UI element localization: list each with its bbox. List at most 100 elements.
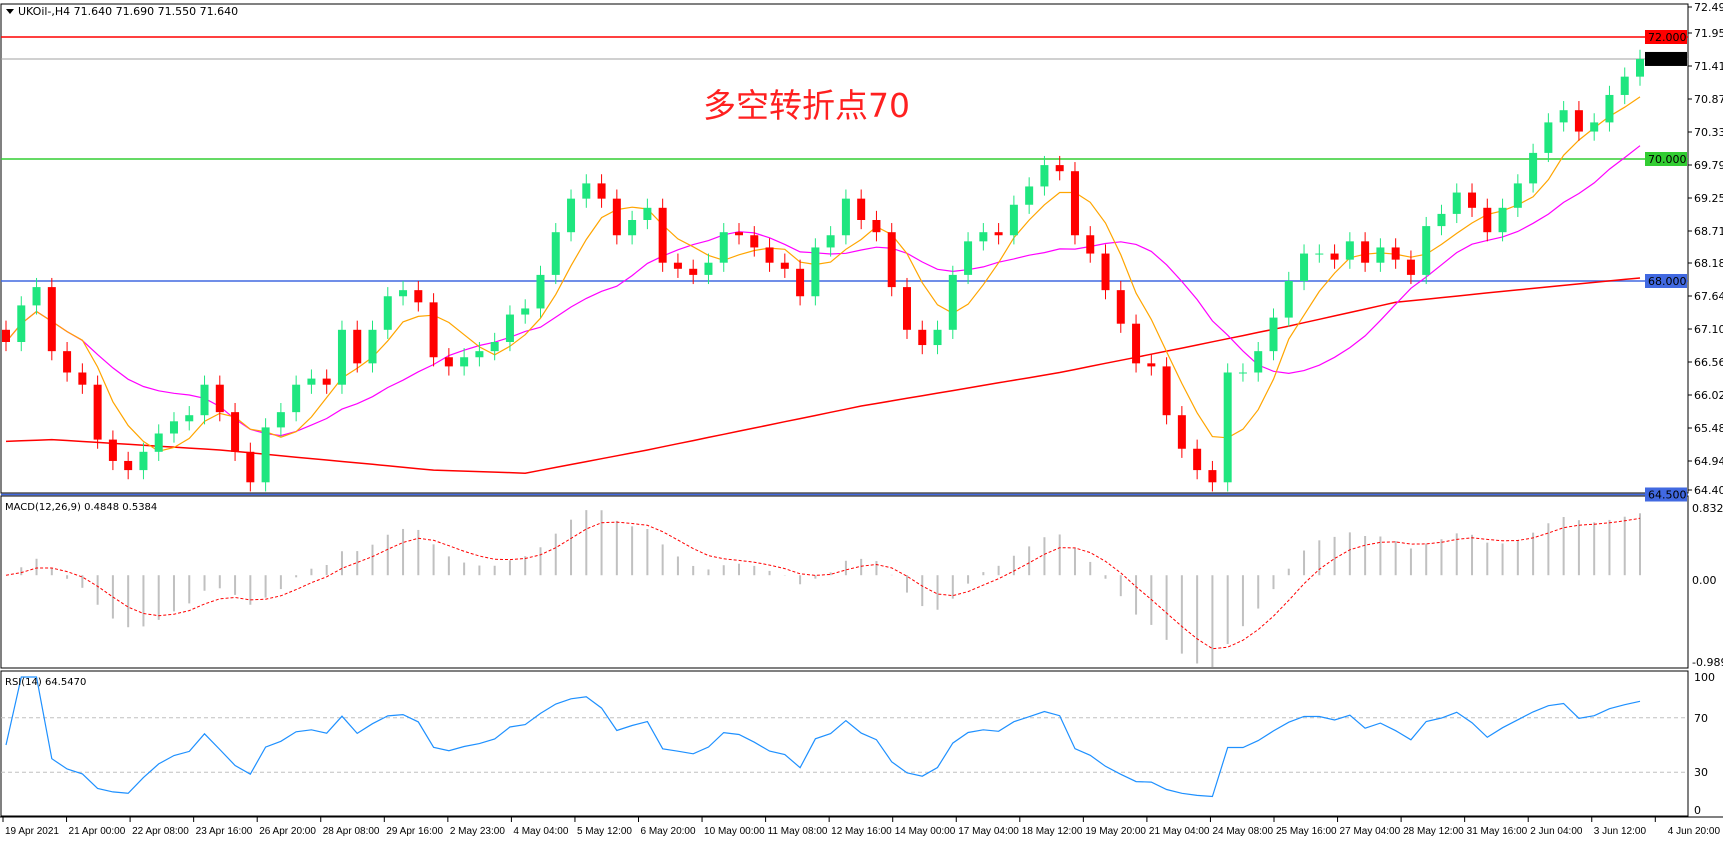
x-tick-label: 10 May 00:00: [704, 826, 765, 837]
candle-body: [399, 290, 408, 297]
candle-body: [1498, 207, 1507, 233]
candle-body: [108, 439, 117, 461]
x-tick-label: 28 Apr 08:00: [323, 826, 380, 837]
candle-body: [902, 287, 911, 330]
candle-body: [1437, 213, 1446, 227]
rsi-panel[interactable]: [0, 670, 1689, 817]
candle-body: [1101, 253, 1110, 291]
x-tick-label: 26 Apr 20:00: [259, 826, 316, 837]
y-tick-label: 70.330: [1694, 126, 1723, 139]
x-tick-label: 14 May 00:00: [895, 826, 956, 837]
candle-body: [337, 329, 346, 385]
candle-body: [582, 183, 591, 199]
candle-body: [612, 198, 621, 236]
symbol-header: UKOil-,H4 71.640 71.690 71.550 71.640: [18, 5, 238, 18]
candle-body: [429, 302, 438, 358]
candle-body: [1269, 317, 1278, 352]
price-label-box: [1645, 487, 1687, 502]
candle-body: [689, 268, 698, 275]
y-tick-label: 71.410: [1694, 60, 1723, 73]
x-tick-label: 21 May 04:00: [1149, 826, 1210, 837]
x-tick-label: 4 May 04:00: [513, 826, 568, 837]
candle-body: [505, 314, 514, 342]
candle-body: [979, 232, 988, 242]
x-tick-label: 6 May 20:00: [641, 826, 696, 837]
candle-body: [444, 357, 453, 367]
candle-body: [704, 262, 713, 275]
x-tick-label: 29 Apr 16:00: [386, 826, 443, 837]
candle-body: [1391, 247, 1400, 260]
price-label-box: [1645, 30, 1687, 44]
candle-body: [215, 384, 224, 413]
candle-body: [276, 412, 285, 428]
candle-body: [1177, 415, 1186, 449]
candle-body: [1529, 152, 1538, 184]
candle-body: [1590, 122, 1599, 132]
candle-body: [628, 220, 637, 236]
candle-body: [1254, 351, 1263, 373]
candle-body: [796, 268, 805, 297]
candle-body: [124, 460, 133, 471]
candle-body: [1284, 281, 1293, 318]
candle-body: [368, 329, 377, 364]
candle-body: [185, 415, 194, 422]
rsi-tick-label: 0: [1694, 804, 1701, 817]
candle-body: [1040, 165, 1049, 187]
x-tick-label: 27 May 04:00: [1340, 826, 1401, 837]
x-tick-label: 5 May 12:00: [577, 826, 632, 837]
candle-body: [643, 207, 652, 220]
price-label-box: [1645, 274, 1687, 288]
x-tick-label: 28 May 12:00: [1403, 826, 1464, 837]
candle-body: [1513, 183, 1522, 208]
candle-body: [872, 220, 881, 233]
rsi-tick-label: 70: [1694, 712, 1708, 725]
candle-body: [1544, 122, 1553, 153]
candle-body: [292, 384, 301, 413]
candle-body: [1422, 226, 1431, 275]
x-tick-label: 24 May 08:00: [1212, 826, 1273, 837]
macd-panel[interactable]: [0, 495, 1689, 669]
x-tick-label: 4 Jun 20:00: [1668, 826, 1721, 837]
candle-body: [673, 262, 682, 269]
candle-body: [1483, 207, 1492, 233]
x-tick-label: 31 May 16:00: [1467, 826, 1528, 837]
candle-body: [857, 198, 866, 220]
ma-slow-line: [5, 277, 1641, 474]
candle-body: [414, 290, 423, 303]
price-label-box: [1645, 51, 1687, 66]
candle-body: [1116, 290, 1125, 324]
candle-body: [1055, 165, 1064, 172]
candle-body: [1574, 110, 1583, 132]
candle-body: [32, 287, 41, 306]
candle-body: [933, 329, 942, 346]
candle-body: [78, 372, 87, 385]
candle-body: [536, 274, 545, 309]
candle-body: [63, 351, 72, 373]
rsi-tick-label: 30: [1694, 766, 1708, 779]
y-tick-label: 69.790: [1694, 159, 1723, 172]
macd-tick-label: 0.8326: [1692, 502, 1723, 515]
macd-tick-label: 0.00: [1692, 574, 1717, 587]
x-tick-label: 12 May 16:00: [831, 826, 892, 837]
candle-body: [307, 378, 316, 385]
price-label: 68.000: [1648, 275, 1687, 288]
dropdown-triangle-icon[interactable]: [6, 9, 14, 14]
rsi-line: [5, 676, 1641, 798]
candle-body: [811, 247, 820, 297]
macd-tick-label: -0.9897: [1692, 656, 1723, 669]
candle-body: [719, 232, 728, 263]
x-tick-label: 19 May 20:00: [1085, 826, 1146, 837]
candle-body: [551, 232, 560, 275]
x-tick-label: 21 Apr 00:00: [69, 826, 126, 837]
candle-body: [735, 232, 744, 236]
candle-body: [918, 329, 927, 346]
rsi-label: RSI(14) 64.5470: [5, 677, 86, 688]
candle-body: [1559, 110, 1568, 123]
x-tick-label: 23 Apr 16:00: [196, 826, 253, 837]
candle-body: [1468, 192, 1477, 208]
candle-body: [1361, 241, 1370, 263]
main-panel[interactable]: [0, 3, 1689, 494]
x-tick-label: 25 May 16:00: [1276, 826, 1337, 837]
candle-body: [948, 274, 957, 330]
